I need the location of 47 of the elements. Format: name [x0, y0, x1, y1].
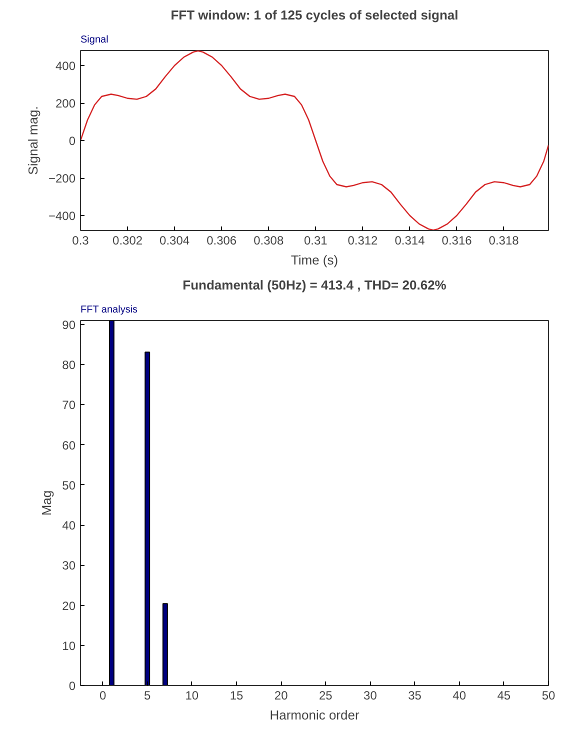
- x-tick-label: 20: [274, 688, 288, 702]
- text: Signal: [80, 34, 108, 46]
- y-tick-label: 400: [55, 59, 76, 73]
- x-tick-label: 0.314: [394, 234, 426, 248]
- x-tick-label: 10: [185, 688, 199, 702]
- y-axis-title: Signal mag.: [25, 106, 40, 175]
- text: FFT analysis: [80, 304, 138, 316]
- x-tick-label: 40: [452, 688, 466, 702]
- x-axis-title: Harmonic order: [270, 708, 360, 722]
- x-tick-label: 0.306: [206, 234, 237, 248]
- x-tick-label: 5: [144, 688, 152, 702]
- y-tick-label: 0: [68, 679, 76, 693]
- x-tick-label: 35: [408, 688, 422, 702]
- x-tick-label: 0.304: [160, 234, 190, 248]
- y-tick-label: 50: [62, 478, 76, 492]
- y-tick-label: 60: [62, 438, 76, 452]
- y-tick-label: 70: [62, 398, 76, 412]
- y-axis-title: Mag: [39, 490, 54, 516]
- x-tick-label: 0.3: [72, 234, 90, 248]
- x-tick-label: 0.302: [112, 234, 143, 248]
- x-tick-label: 0.31: [304, 234, 328, 248]
- x-tick-label: 15: [230, 688, 244, 702]
- y-tick-label: 200: [55, 96, 76, 110]
- y-tick-label: 10: [62, 638, 76, 653]
- y-tick-label: 30: [62, 558, 76, 573]
- x-tick-label: 0.312: [348, 234, 378, 248]
- x-axis-title: Time (s): [290, 252, 338, 268]
- y-tick-label: 40: [62, 518, 76, 533]
- x-tick-label: 0.316: [442, 234, 472, 248]
- y-tick-label: −400: [48, 209, 76, 223]
- x-tick-label: 0: [99, 688, 106, 702]
- x-tick-label: 30: [364, 688, 378, 702]
- bar: [162, 603, 168, 686]
- y-tick-label: 90: [62, 318, 76, 332]
- x-tick-label: 25: [318, 688, 333, 702]
- x-tick-label: 45: [497, 688, 511, 702]
- bar: [108, 320, 114, 686]
- chart-title: FFT window: 1 of 125 cycles of selected signal: [170, 8, 458, 22]
- y-tick-label: 80: [62, 358, 76, 372]
- x-tick-label: 0.308: [254, 234, 284, 248]
- y-tick-label: −200: [48, 172, 76, 186]
- x-tick-label: 0.318: [488, 234, 520, 248]
- x-tick-label: 50: [542, 688, 556, 702]
- y-tick-label: 20: [62, 598, 76, 613]
- line-series: [80, 50, 548, 230]
- chart-title: Fundamental (50Hz) = 413.4 , THD= 20.62%: [182, 278, 447, 292]
- y-tick-label: 0: [68, 134, 76, 148]
